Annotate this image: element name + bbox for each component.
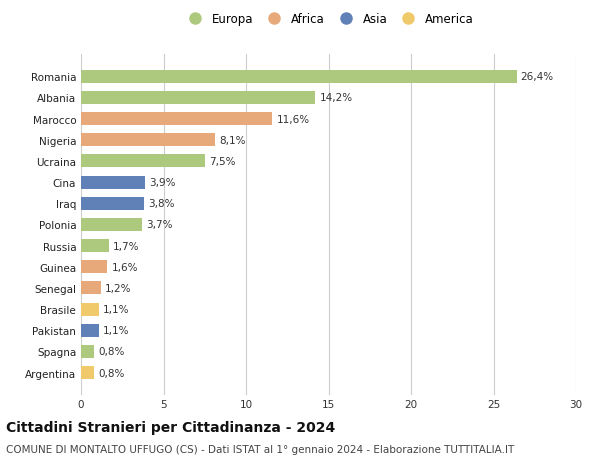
Bar <box>81 261 107 274</box>
Text: 0,8%: 0,8% <box>98 368 125 378</box>
Text: Cittadini Stranieri per Cittadinanza - 2024: Cittadini Stranieri per Cittadinanza - 2… <box>6 420 335 434</box>
Text: 3,8%: 3,8% <box>148 199 175 209</box>
Text: 14,2%: 14,2% <box>319 93 353 103</box>
Text: 1,7%: 1,7% <box>113 241 140 251</box>
Text: 1,1%: 1,1% <box>103 325 130 336</box>
Bar <box>81 366 94 379</box>
Bar <box>81 113 272 126</box>
Bar <box>81 155 205 168</box>
Text: 7,5%: 7,5% <box>209 157 235 167</box>
Bar <box>81 197 144 210</box>
Bar <box>81 176 145 189</box>
Text: COMUNE DI MONTALTO UFFUGO (CS) - Dati ISTAT al 1° gennaio 2024 - Elaborazione TU: COMUNE DI MONTALTO UFFUGO (CS) - Dati IS… <box>6 444 514 454</box>
Bar <box>81 324 99 337</box>
Text: 1,1%: 1,1% <box>103 304 130 314</box>
Text: 1,6%: 1,6% <box>112 262 138 272</box>
Text: 3,9%: 3,9% <box>149 178 176 188</box>
Legend: Europa, Africa, Asia, America: Europa, Africa, Asia, America <box>183 13 474 26</box>
Text: 0,8%: 0,8% <box>98 347 125 357</box>
Bar <box>81 282 101 295</box>
Text: 3,7%: 3,7% <box>146 220 173 230</box>
Bar <box>81 218 142 231</box>
Text: 8,1%: 8,1% <box>219 135 245 146</box>
Bar <box>81 303 99 316</box>
Bar <box>81 92 316 105</box>
Bar <box>81 345 94 358</box>
Bar <box>81 240 109 252</box>
Text: 11,6%: 11,6% <box>277 114 310 124</box>
Text: 26,4%: 26,4% <box>521 72 554 82</box>
Text: 1,2%: 1,2% <box>105 283 131 293</box>
Bar <box>81 134 215 147</box>
Bar <box>81 71 517 84</box>
